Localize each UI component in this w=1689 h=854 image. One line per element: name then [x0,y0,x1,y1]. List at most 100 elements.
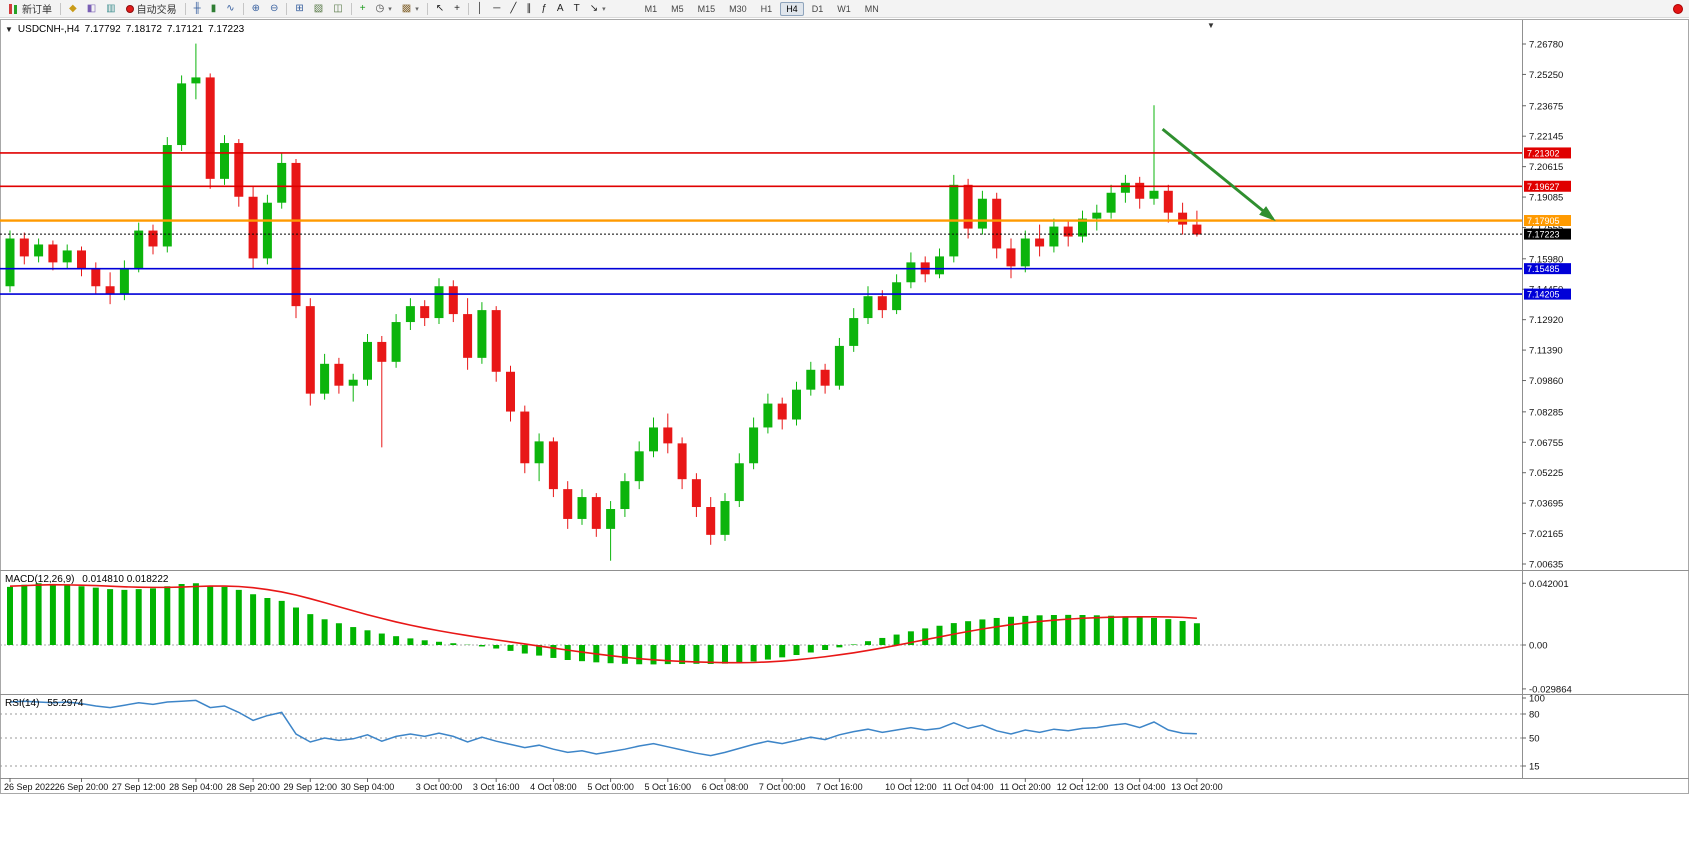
time-axis-label: 29 Sep 12:00 [284,782,338,792]
timeframe-m30-button[interactable]: M30 [729,3,747,14]
toolbar-separator [286,2,288,15]
new-order-button-label: 新订单 [22,5,52,16]
trendline-button[interactable]: ╱ [505,1,521,17]
time-axis-label: 5 Oct 16:00 [645,782,692,792]
time-axis-label: 30 Sep 04:00 [341,782,395,792]
macd-axis-label: 0.00 [1529,641,1548,652]
price-badge [1524,228,1571,240]
price-badge-label: 7.17905 [1527,216,1560,226]
add-indicator-button[interactable]: + [355,1,371,17]
label-button[interactable]: T [569,1,585,17]
clock-icon: ◷ [375,2,385,14]
periods-button[interactable]: ◷ ▾ [371,1,397,17]
rsi-axis-label: 100 [1529,694,1545,705]
horizontal-line-icon: ─ [493,2,501,14]
fibonacci-button[interactable]: ƒ [536,1,552,17]
timeframe-mn-button[interactable]: MN [864,3,879,14]
trend-arrow[interactable] [1161,127,1274,220]
timeframe-d1-button[interactable]: D1 [811,3,824,14]
time-axis-label: 7 Oct 00:00 [759,782,806,792]
rsi-axis-label: 50 [1529,734,1540,745]
new-order-button[interactable]: 新订单 [3,1,57,17]
market-watch-button[interactable]: ◆ [64,1,82,17]
bar-chart-button[interactable]: ╫ [189,1,206,17]
zoom-out-button[interactable]: ⊖ [265,1,283,17]
rsi-axis-label: 15 [1529,762,1540,773]
ohlc-low: 7.17121 [166,24,204,35]
timeframe-w1-button[interactable]: W1 [837,3,851,14]
chart-shift-marker-icon[interactable]: ▼ [1207,21,1215,30]
vertical-line-button[interactable]: │ [472,1,488,17]
price-axis-label: 7.17555 [1529,223,1563,234]
horizontal-line-button[interactable]: ─ [488,1,505,17]
price-badge [1524,263,1571,275]
terminal-button[interactable]: ▥ [101,1,120,17]
dropdown-caret-icon[interactable]: ▾ [602,5,606,13]
time-axis-label: 10 Oct 12:00 [885,782,937,792]
arrows-button[interactable]: ↘ ▾ [585,1,611,17]
price-badge-label: 7.15485 [1527,264,1560,274]
text-icon: A [556,2,564,14]
chart-symbol-period: USDCNH-,H4 [17,24,80,35]
cursor-button[interactable]: ↖ [431,1,449,17]
macd-values: 0.014810 0.018222 [82,574,169,585]
toolbar: 新订单 ◆ ◧ ▥ 自动交易 ╫ ▮ ∿ ⊕ ⊖ ⊞ ▧ ◫ + ◷ ▾ ▩ ▾ ↖ + │ ─ ╱ ∥ ƒ A T ↘ ▾ M1 M5 M1… [0,0,1689,18]
dropdown-caret-icon[interactable]: ▾ [388,5,392,13]
time-axis-label: 13 Oct 20:00 [1171,782,1223,792]
price-axis-label: 7.11390 [1529,346,1563,357]
macd-histogram [7,583,1200,665]
line-chart-icon: ∿ [226,2,235,14]
time-axis-label: 13 Oct 04:00 [1114,782,1166,792]
channel-button[interactable]: ∥ [521,1,536,17]
price-axis-label: 7.03695 [1529,499,1563,510]
candlestick-chart-button[interactable]: ▮ [206,1,222,17]
timeframe-m5-button[interactable]: M5 [671,3,684,14]
time-axis-label: 5 Oct 00:00 [587,782,634,792]
trendline-icon: ╱ [510,2,517,14]
templates-button[interactable]: ▩ ▾ [397,1,424,17]
dropdown-caret-icon[interactable]: ▾ [415,5,419,13]
price-axis-label: 7.12920 [1529,315,1563,326]
time-axis-label: 28 Sep 04:00 [169,782,223,792]
navigator-button[interactable]: ◧ [82,1,101,17]
crosshair-button[interactable]: + [449,1,465,17]
autotrading-button-label: 自动交易 [136,5,177,16]
chart-collapse-icon[interactable]: ▼ [5,25,13,34]
arrange-windows-icon: ◫ [333,2,343,14]
timeframe-m15-button[interactable]: M15 [697,3,716,14]
timeframe-h1-button[interactable]: H1 [760,3,773,14]
time-axis-label: 7 Oct 16:00 [816,782,863,792]
time-axis-label: 12 Oct 12:00 [1057,782,1109,792]
toolbar-separator [350,2,352,15]
time-axis-label: 27 Sep 12:00 [112,782,166,792]
ohlc-bars-icon: ╫ [193,2,201,14]
tile-windows-button[interactable]: ⊞ [290,1,308,17]
arrange-windows-button[interactable]: ◫ [328,1,347,17]
alert-status-icon[interactable] [1673,3,1683,14]
text-button[interactable]: A [552,1,569,17]
arrow-tool-icon: ↘ [589,2,599,14]
navigator-icon: ◧ [86,2,97,14]
autotrading-button[interactable]: 自动交易 [121,1,182,17]
price-badge [1524,215,1571,227]
timeframe-h4-button[interactable]: H4 [780,1,804,16]
zoom-in-button[interactable]: ⊕ [247,1,265,17]
autotrading-icon [125,4,134,13]
price-axis-label: 7.06755 [1529,438,1563,449]
time-axis-label: 3 Oct 16:00 [473,782,520,792]
time-axis-label: 26 Sep 2022 [4,782,55,792]
time-axis-label: 4 Oct 08:00 [530,782,577,792]
price-badge-label: 7.21302 [1527,148,1560,158]
toolbar-separator [426,2,428,15]
cascade-windows-button[interactable]: ▧ [309,1,328,17]
timeframe-m1-button[interactable]: M1 [644,3,658,14]
vertical-line-icon: │ [476,2,484,14]
line-chart-button[interactable]: ∿ [221,1,239,17]
price-axis-label: 7.15980 [1529,254,1563,265]
toolbar-separator [242,2,244,15]
price-badge [1524,288,1571,300]
price-badge-label: 7.14205 [1527,290,1560,300]
time-axis-label: 11 Oct 20:00 [1000,782,1051,792]
price-axis-label: 7.20615 [1529,162,1563,173]
